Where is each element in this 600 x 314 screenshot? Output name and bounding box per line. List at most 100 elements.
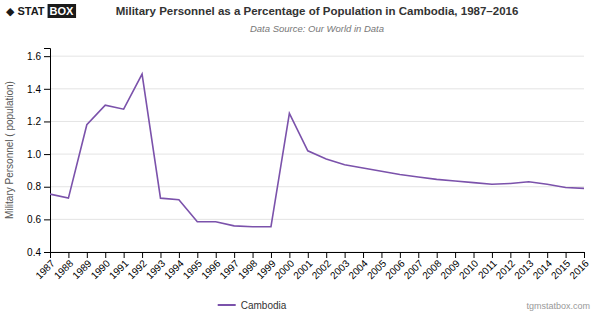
x-tick-mark (326, 252, 327, 258)
y-axis: 0.4 0.6 0.8 1.0 1.2 1.4 1.6 (27, 49, 50, 258)
x-tick-label: 1997 (217, 257, 241, 281)
x-tick-label: 2008 (420, 257, 444, 281)
marks (50, 74, 584, 227)
grid-line (50, 219, 584, 220)
y-tick-label: 1.4 (27, 84, 41, 95)
x-tick: 2014 (531, 252, 555, 281)
x-tick-label: 2013 (512, 257, 536, 281)
x-tick-label: 1990 (89, 257, 113, 281)
x-tick-label: 2010 (457, 257, 481, 281)
x-tick: 2015 (549, 252, 573, 281)
x-tick-mark (474, 252, 475, 258)
x-tick-label: 1992 (125, 257, 149, 281)
x-tick-label: 1989 (70, 257, 94, 281)
grid-line (50, 121, 584, 122)
x-tick: 1996 (199, 252, 223, 281)
x-tick-mark (234, 252, 235, 258)
x-tick-label: 2015 (549, 257, 573, 281)
x-tick: 1991 (107, 252, 131, 281)
legend-label: Cambodia (241, 300, 287, 311)
x-tick-label: 2006 (383, 257, 407, 281)
x-tick-label: 2007 (402, 257, 426, 281)
y-tick: 1.4 (27, 84, 50, 95)
x-tick: 1997 (217, 252, 241, 281)
x-tick: 1990 (89, 252, 113, 281)
legend: Cambodia (218, 300, 287, 311)
x-tick-label: 2003 (328, 257, 352, 281)
x-tick-label: 2011 (476, 257, 499, 280)
x-tick-label: 2002 (310, 257, 334, 281)
x-tick: 2007 (402, 252, 426, 281)
x-tick-mark (68, 252, 69, 258)
y-tick-label: 0.4 (27, 247, 41, 258)
x-tick-label: 1991 (107, 257, 131, 281)
y-axis-line (44, 49, 51, 253)
y-tick-mark (44, 187, 50, 188)
x-tick-label: 1998 (236, 257, 260, 281)
x-tick: 1993 (144, 252, 168, 281)
x-tick-label: 2016 (567, 257, 591, 281)
line (50, 74, 584, 227)
x-tick-label: 1988 (52, 257, 76, 281)
x-tick-mark (50, 252, 51, 258)
x-tick-mark (216, 252, 217, 258)
x-tick: 1989 (70, 252, 94, 281)
x-tick: 2013 (512, 252, 536, 281)
subtitle: Data Source: Our World in Data (250, 23, 384, 34)
logo-text: BOX (50, 5, 75, 17)
y-tick: 1.2 (27, 116, 50, 127)
x-tick-mark (381, 252, 382, 258)
y-tick: 0.8 (27, 181, 50, 192)
x-tick-label: 1999 (254, 257, 278, 281)
x-tick: 2012 (494, 252, 518, 281)
grid (50, 56, 584, 252)
x-tick-label: 1995 (181, 257, 205, 281)
x-tick: 1988 (52, 252, 76, 281)
grid-line (50, 56, 584, 57)
x-tick-mark (105, 252, 106, 258)
x-tick-mark (547, 252, 548, 258)
logo-box (48, 4, 77, 18)
y-tick-mark (44, 219, 50, 220)
x-tick-mark (345, 252, 346, 258)
y-tick-label: 1.6 (27, 51, 41, 62)
x-tick-mark (363, 252, 364, 258)
y-tick-label: 0.8 (27, 181, 41, 192)
y-tick-mark (44, 121, 50, 122)
y-tick: 0.4 (27, 247, 50, 258)
x-tick-mark (308, 252, 309, 258)
x-tick-mark (400, 252, 401, 258)
x-tick-label: 2005 (365, 257, 389, 281)
x-tick: 2000 (273, 252, 297, 281)
logo-text: STAT (17, 5, 44, 17)
x-tick-mark (529, 252, 530, 258)
logo-symbol: ◆ (6, 5, 15, 17)
x-tick-mark (289, 252, 290, 258)
x-tick-label: 2012 (494, 257, 518, 281)
x-tick-mark (253, 252, 254, 258)
y-tick: 0.6 (27, 214, 50, 225)
y-tick-mark (44, 252, 50, 253)
y-tick-mark (44, 56, 50, 57)
chart: ◆STATBOXMilitary Personnel as a Percenta… (0, 0, 600, 314)
x-tick: 2001 (291, 252, 315, 281)
x-tick-mark (455, 252, 456, 258)
x-tick-mark (179, 252, 180, 258)
x-tick-mark (418, 252, 419, 258)
x-tick-mark (142, 252, 143, 258)
x-tick: 1994 (162, 252, 186, 281)
x-tick-label: 1994 (162, 257, 186, 281)
x-tick: 2009 (438, 252, 462, 281)
x-axis: 1987198819891990199119921993199419951996… (33, 252, 591, 281)
x-tick-mark (197, 252, 198, 258)
x-tick-mark (124, 252, 125, 258)
x-tick-label: 2004 (346, 257, 370, 281)
plot: 0.4 0.6 0.8 1.0 1.2 1.4 1.6 1987198819891990199… (27, 49, 591, 282)
x-tick-mark (160, 252, 161, 258)
x-tick-label: 2001 (291, 257, 315, 281)
y-tick-label: 1.0 (27, 149, 41, 160)
x-tick: 1999 (254, 252, 278, 281)
y-axis-title: Military Personnel ( population) (4, 81, 15, 219)
x-tick-label: 1993 (144, 257, 168, 281)
grid-line (50, 88, 584, 89)
